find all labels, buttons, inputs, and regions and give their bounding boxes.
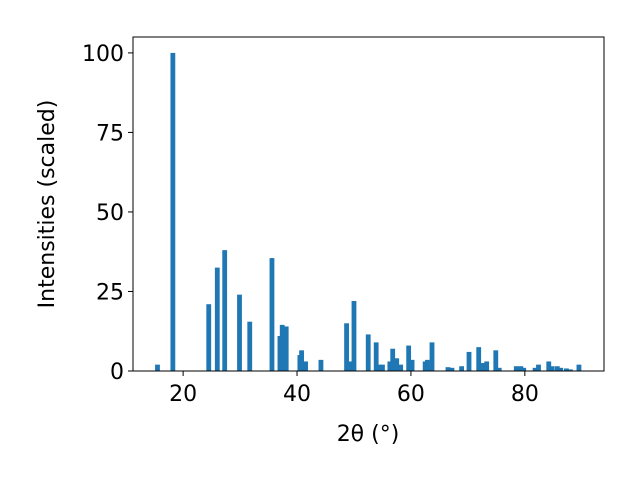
bar	[429, 342, 435, 371]
y-tick-label: 75	[96, 121, 124, 146]
y-tick-label: 0	[110, 360, 124, 385]
bar	[394, 358, 400, 371]
bar	[532, 367, 538, 371]
bar	[496, 367, 502, 371]
bar	[348, 361, 354, 371]
bar	[466, 351, 472, 371]
bar	[299, 350, 304, 371]
bar	[518, 366, 524, 371]
bar	[155, 364, 160, 371]
bar	[406, 345, 412, 371]
bar	[564, 368, 569, 371]
bar	[380, 364, 385, 371]
bar	[170, 52, 176, 372]
bar	[303, 361, 308, 371]
bar	[237, 294, 242, 371]
bar	[365, 334, 371, 371]
bar	[279, 324, 285, 371]
bar	[480, 363, 486, 371]
bar	[390, 348, 396, 371]
bar	[554, 366, 560, 371]
bar	[425, 359, 430, 371]
plot-frame	[132, 36, 605, 372]
bar	[576, 364, 582, 371]
bar	[387, 361, 393, 371]
bar	[549, 366, 555, 371]
bar	[377, 364, 383, 371]
bar	[206, 304, 212, 371]
x-tick-label: 20	[169, 382, 197, 407]
bar	[214, 267, 220, 371]
x-tick-label: 60	[397, 382, 425, 407]
bar	[476, 347, 482, 371]
bar	[373, 342, 379, 371]
bar	[449, 367, 455, 371]
bar	[269, 258, 275, 371]
bar	[318, 359, 324, 371]
bar	[521, 367, 527, 371]
x-tick-label: 40	[283, 382, 311, 407]
y-tick-label: 25	[96, 280, 124, 305]
y-tick-label: 50	[96, 201, 124, 226]
bar	[459, 366, 465, 371]
bar	[344, 323, 349, 371]
bar	[247, 321, 253, 371]
bar	[536, 364, 541, 371]
bar	[493, 350, 499, 371]
bar	[567, 369, 573, 371]
bar	[513, 366, 519, 371]
bar	[558, 367, 564, 371]
x-tick-label: 80	[511, 382, 539, 407]
y-tick-label: 100	[82, 42, 124, 67]
y-axis-label: Intensities (scaled)	[35, 100, 60, 309]
x-axis-label: 2θ (°)	[337, 422, 400, 447]
bar	[546, 361, 552, 371]
bar	[484, 361, 490, 371]
bar	[283, 326, 289, 371]
bar	[222, 250, 228, 371]
bar	[398, 364, 404, 371]
bar	[445, 367, 451, 371]
bar	[409, 359, 415, 371]
bar	[351, 301, 357, 371]
